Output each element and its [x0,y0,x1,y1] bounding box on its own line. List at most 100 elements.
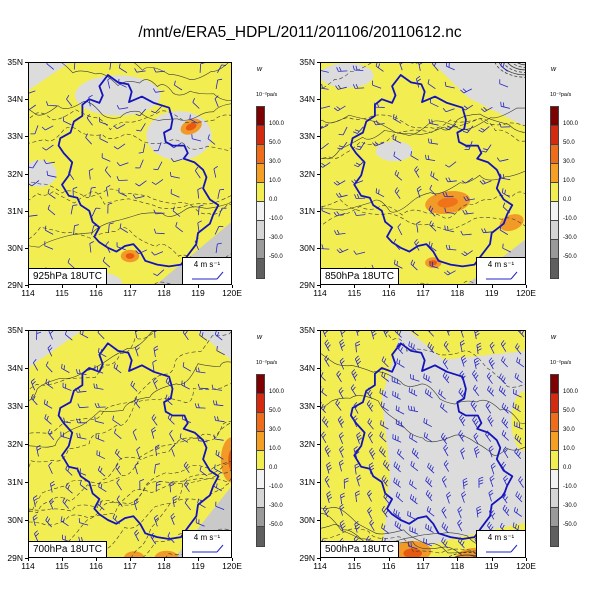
y-tick-label: 30N [7,515,23,525]
colorbar-swatch [257,164,264,183]
tick-mark [317,482,320,483]
tick-mark [25,210,28,212]
level-label: 925hPa 18UTC [28,268,107,285]
tick-mark [130,285,131,288]
x-tick-label: 115 [347,561,362,571]
panel-850hpa: 35N 34N 33N 32N 31N 30N 29N 114 115 116 117 118 119… [299,57,578,298]
colorbar-tick-label: -50.0 [269,254,283,260]
colorbar-swatch [551,164,558,183]
colorbar-units: 10⁻²pa/s [550,92,572,98]
colorbar: w 10⁻²pa/s 100.0 50.0 30.0 10.0 0.0 -10.0 -30.… [256,62,296,285]
tick-mark [457,558,459,561]
tick-mark [491,285,493,288]
colorbar-swatch [551,259,558,278]
colorbar-swatch [551,202,558,221]
colorbar-swatch [551,527,558,546]
colorbar-swatch [257,240,264,259]
tick-mark [317,368,320,369]
x-tick-label: 116 [89,561,103,571]
y-tick-label: 32N [7,168,23,179]
y-tick-label: 31N [299,477,315,487]
colorbar-tick-label: -10.0 [269,484,283,490]
map-700hpa [28,330,232,558]
colorbar-tick-label: 30.0 [269,159,281,165]
tick-mark [232,558,233,561]
tick-mark [28,558,29,561]
colorbar-swatch [551,375,558,394]
wind-barb-icon [192,271,224,280]
colorbar-tick-label: 50.0 [563,140,575,146]
wind-scale-legend: 4 m s⁻¹ [182,257,232,285]
tick-mark [25,247,28,249]
colorbar-swatch [257,394,264,413]
y-tick-label: 29N [299,553,315,563]
colorbar-tick-label: 0.0 [563,197,572,203]
x-tick-label: 114 [313,561,327,571]
tick-mark [317,285,320,286]
colorbar-swatch [551,221,558,240]
wind-scale-legend: 4 m s⁻¹ [476,257,526,285]
tick-mark [320,285,321,288]
colorbar-tick-label: 10.0 [269,178,281,184]
colorbar-tick-label: -50.0 [269,522,283,528]
tick-mark [317,247,320,249]
colorbar-swatch [257,470,264,489]
colorbar-swatches [256,106,265,279]
colorbar-tick-label: -30.0 [269,503,283,509]
colorbar-swatch [257,489,264,508]
y-tick-label: 31N [7,205,23,216]
y-tick-label: 35N [7,325,23,335]
wind-scale-legend: 4 m s⁻¹ [182,530,232,558]
y-tick-label: 33N [299,131,315,142]
x-tick-label: 120E [222,561,242,571]
colorbar-swatch [551,432,558,451]
colorbar-tick-label: 30.0 [563,159,575,165]
panel-925hpa: 35N 34N 33N 32N 31N 30N 29N 114 115 116 117 118 119… [7,57,284,298]
x-axis-labels: 114 115 116 117 118 119 120E [313,285,536,299]
wind-scale-label: 4 m s⁻¹ [487,533,515,542]
x-tick-label: 118 [450,561,465,571]
level-label: 850hPa 18UTC [320,268,399,285]
tick-mark [25,285,28,286]
colorbar-tick-label: -30.0 [563,235,577,241]
tick-mark [491,558,493,561]
colorbar-swatch [551,183,558,202]
tick-mark [388,558,390,561]
wind-scale-label: 4 m s⁻¹ [487,260,515,269]
tick-mark [25,520,28,521]
tick-mark [354,285,356,288]
colorbar-swatch [257,451,264,470]
colorbar-swatch [257,508,264,527]
colorbar-tick-label: 10.0 [563,178,575,184]
y-tick-label: 30N [299,242,315,253]
colorbar-swatch [551,413,558,432]
colorbar: w 10⁻²pa/s 100.0 50.0 30.0 10.0 0.0 -10.0 -30.… [550,330,590,558]
map-925hpa [28,62,232,285]
tick-mark [388,285,390,288]
tick-mark [96,558,97,561]
x-tick-label: 120E [516,288,536,298]
tick-mark [25,173,28,175]
tick-mark [130,558,131,561]
colorbar-swatch [551,394,558,413]
x-tick-label: 116 [381,561,396,571]
tick-mark [317,520,320,521]
colorbar-variable: w [257,334,263,341]
wind-barb-icon [486,271,518,280]
y-axis-labels: 35N 34N 33N 32N 31N 30N 29N [294,325,320,563]
colorbar: w 10⁻²pa/s 100.0 50.0 30.0 10.0 0.0 -10.0 -30.… [256,330,296,558]
y-axis-labels: 35N 34N 33N 32N 31N 30N 29N [2,57,28,290]
tick-mark [317,62,320,63]
map-500hpa [320,330,526,558]
colorbar-swatch [257,107,264,126]
x-tick-label: 114 [313,288,327,298]
x-tick-label: 120E [222,288,242,298]
wind-scale-label: 4 m s⁻¹ [193,533,221,542]
y-tick-label: 29N [7,280,23,290]
colorbar-tick-label: 10.0 [269,446,281,452]
colorbar-tick-label: 0.0 [269,197,278,203]
colorbar-tick-label: 30.0 [269,427,281,433]
tick-mark [25,368,28,369]
y-tick-label: 33N [7,131,23,142]
